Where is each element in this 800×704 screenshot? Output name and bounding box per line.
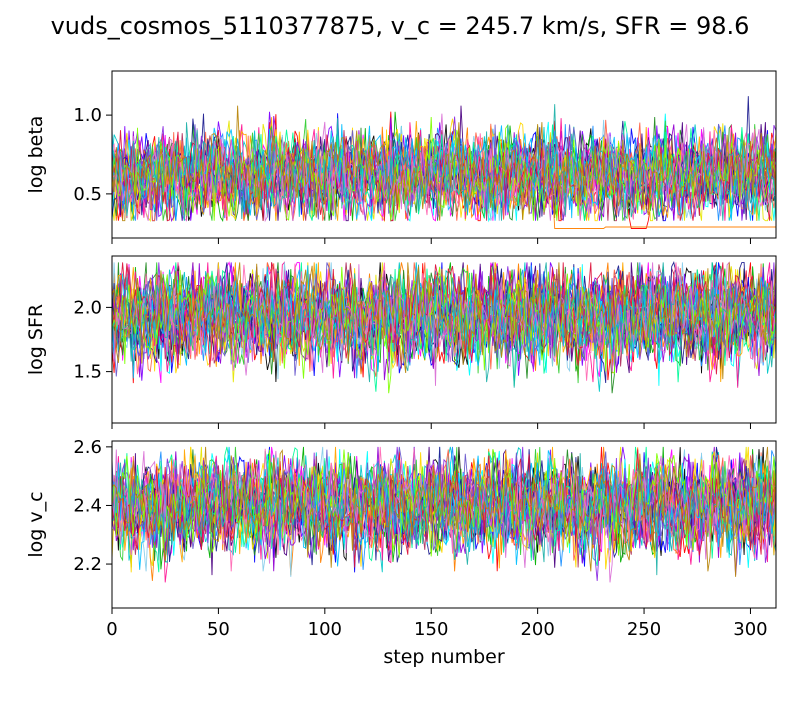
x-ticks-log-beta xyxy=(111,238,751,244)
y-ticks-log-sfr: 1.5 2.0 xyxy=(73,297,112,383)
walker-trace-32 xyxy=(112,105,776,222)
walker-trace-30 xyxy=(112,113,776,223)
x-tick-label: 50 xyxy=(207,619,230,640)
y-axis-label-log-vc: log v_c xyxy=(25,491,47,557)
axes-frame-log-beta xyxy=(111,70,777,239)
x-ticks-log-vc: 0 50 100 150 200 250 300 xyxy=(106,608,768,640)
walker-trace-31 xyxy=(112,453,776,576)
walker-trace-23 xyxy=(112,262,776,392)
x-tick-label: 250 xyxy=(627,619,661,640)
x-tick-label: 150 xyxy=(414,619,448,640)
walker-traces-log-vc xyxy=(112,446,776,583)
x-tick-label: 200 xyxy=(520,619,554,640)
y-tick-label: 2.2 xyxy=(73,554,102,575)
walker-traces-log-sfr xyxy=(112,261,776,394)
y-tick-label: 2.6 xyxy=(73,437,102,458)
walker-trace-25 xyxy=(112,128,776,221)
axes-frame-log-vc xyxy=(111,440,777,609)
walker-trace-31 xyxy=(112,262,776,388)
y-tick-label: 2.0 xyxy=(73,297,102,318)
y-ticks-log-vc: 2.2 2.4 2.6 xyxy=(73,437,112,575)
x-tick-label: 300 xyxy=(733,619,767,640)
y-tick-label: 2.4 xyxy=(73,495,102,516)
walker-trace-22 xyxy=(112,262,776,377)
walker-trace-21 xyxy=(112,261,776,384)
walker-trace-27 xyxy=(112,446,776,570)
y-ticks-log-beta: 0.5 1.0 xyxy=(73,105,112,205)
panel-log-beta: 0.5 1.0 log beta xyxy=(25,70,777,244)
panel-log-sfr: 1.5 2.0 log SFR xyxy=(25,255,777,429)
page-title: vuds_cosmos_5110377875, v_c = 245.7 km/s… xyxy=(50,12,750,40)
x-tick-label: 100 xyxy=(308,619,342,640)
x-tick-label: 0 xyxy=(106,619,117,640)
y-tick-label: 0.5 xyxy=(73,184,102,205)
x-ticks-log-sfr xyxy=(111,423,751,429)
walker-trace-30 xyxy=(112,449,776,583)
y-tick-label: 1.0 xyxy=(73,105,102,126)
axes-frame-log-sfr xyxy=(111,255,777,424)
walker-trace-29 xyxy=(112,266,776,394)
walker-trace-31 xyxy=(112,104,776,221)
panel-log-vc: 2.2 2.4 2.6 0 50 100 150 200 250 300 log v_c xyxy=(25,437,777,640)
y-axis-label-log-sfr: log SFR xyxy=(25,304,47,375)
y-axis-label-log-beta: log beta xyxy=(25,116,47,194)
walker-traces-log-beta xyxy=(112,96,776,229)
x-axis-label: step number xyxy=(383,646,504,668)
y-tick-label: 1.5 xyxy=(73,362,102,383)
walker-trace-32 xyxy=(112,262,776,380)
walker-trace-30 xyxy=(112,261,776,386)
walker-trace-26 xyxy=(112,262,776,377)
walker-trace-32 xyxy=(112,446,776,577)
